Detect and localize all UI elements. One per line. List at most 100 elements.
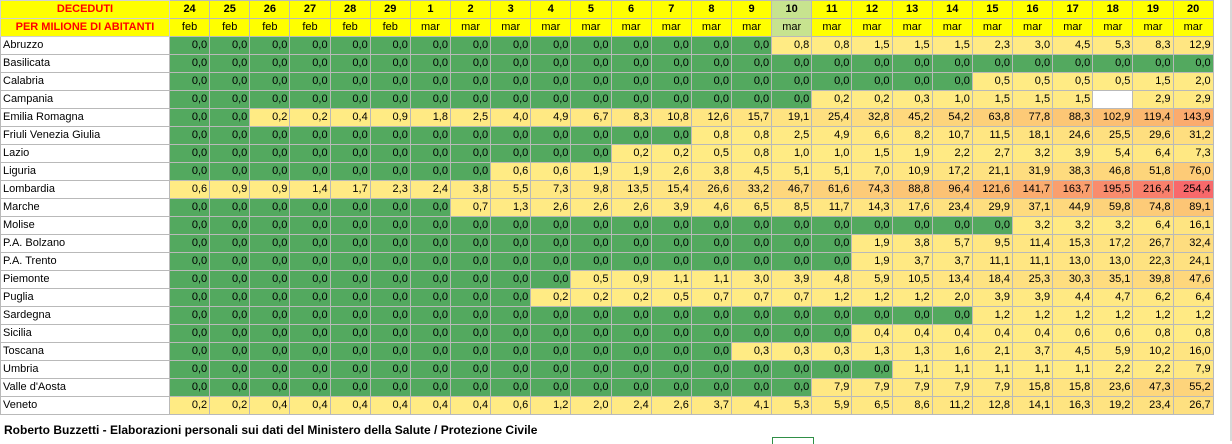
value-cell[interactable]: 0,0 [730,306,773,325]
value-cell[interactable]: 7,9 [971,378,1013,397]
value-cell[interactable]: 0,0 [730,360,773,379]
column-month-header[interactable]: feb [289,18,331,37]
value-cell[interactable]: 0,0 [409,288,451,307]
value-cell[interactable]: 0,0 [449,288,492,307]
value-cell[interactable]: 0,0 [409,216,451,235]
value-cell[interactable]: 0,0 [851,360,893,379]
value-cell[interactable]: 0,5 [690,144,732,163]
value-cell[interactable]: 4,5 [730,162,773,181]
value-cell[interactable]: 0,0 [530,234,572,253]
value-cell[interactable]: 0,0 [610,54,652,73]
value-cell[interactable]: 0,0 [209,342,251,361]
value-cell[interactable]: 0,0 [570,324,612,343]
value-cell[interactable]: 5,7 [931,234,973,253]
value-cell[interactable]: 0,0 [329,270,371,289]
value-cell[interactable]: 0,7 [730,288,773,307]
value-cell[interactable]: 5,3 [1092,36,1134,55]
column-month-header[interactable]: feb [249,18,291,37]
value-cell[interactable]: 0,0 [891,306,933,325]
value-cell[interactable]: 143,9 [1172,108,1214,127]
value-cell[interactable]: 4,7 [1092,288,1134,307]
value-cell[interactable]: 2,0 [1172,72,1214,91]
value-cell[interactable]: 0,0 [329,216,371,235]
value-cell[interactable]: 59,8 [1092,198,1134,217]
column-day-header[interactable]: 25 [209,0,251,19]
value-cell[interactable]: 13,0 [1052,252,1094,271]
value-cell[interactable]: 0,2 [289,108,331,127]
value-cell[interactable]: 0,0 [369,126,411,145]
value-cell[interactable]: 1,3 [490,198,532,217]
value-cell[interactable]: 8,5 [771,198,813,217]
value-cell[interactable]: 0,0 [490,378,532,397]
value-cell[interactable]: 0,0 [570,126,612,145]
value-cell[interactable]: 0,0 [369,342,411,361]
value-cell[interactable]: 23,6 [1092,378,1134,397]
value-cell[interactable]: 16,1 [1172,216,1214,235]
value-cell[interactable]: 0,0 [289,36,331,55]
value-cell[interactable]: 0,8 [730,126,773,145]
value-cell[interactable]: 0,0 [931,72,973,91]
value-cell[interactable]: 0,6 [168,180,211,199]
value-cell[interactable]: 7,9 [811,378,853,397]
value-cell[interactable]: 0,0 [168,252,211,271]
value-cell[interactable]: 5,9 [851,270,893,289]
region-name-cell[interactable]: Valle d'Aosta [0,378,170,397]
value-cell[interactable]: 0,0 [1092,54,1134,73]
column-day-header[interactable]: 14 [931,0,973,19]
value-cell[interactable]: 25,3 [1011,270,1054,289]
value-cell[interactable]: 0,0 [369,216,411,235]
value-cell[interactable]: 0,0 [209,54,251,73]
value-cell[interactable]: 0,0 [650,216,692,235]
value-cell[interactable]: 0,0 [449,162,492,181]
value-cell[interactable]: 0,4 [449,396,492,415]
value-cell[interactable]: 0,6 [530,162,572,181]
value-cell[interactable]: 0,0 [168,144,211,163]
value-cell[interactable]: 0,0 [570,36,612,55]
value-cell[interactable]: 1,3 [891,342,933,361]
value-cell[interactable]: 0,0 [209,144,251,163]
value-cell[interactable]: 0,0 [369,90,411,109]
value-cell[interactable]: 4,6 [690,198,732,217]
value-cell[interactable]: 0,0 [610,306,652,325]
column-day-header[interactable]: 15 [971,0,1013,19]
column-day-header[interactable]: 8 [690,0,732,19]
value-cell[interactable]: 0,0 [771,234,813,253]
value-cell[interactable]: 1,2 [1172,306,1214,325]
value-cell[interactable]: 0,0 [369,234,411,253]
value-cell[interactable]: 0,0 [289,252,331,271]
value-cell[interactable]: 0,0 [249,126,291,145]
value-cell[interactable]: 1,5 [1052,90,1094,109]
value-cell[interactable]: 17,2 [931,162,973,181]
value-cell[interactable]: 13,4 [931,270,973,289]
value-cell[interactable]: 0,0 [209,378,251,397]
value-cell[interactable]: 0,0 [209,234,251,253]
value-cell[interactable]: 0,0 [1132,54,1174,73]
value-cell[interactable]: 0,0 [690,360,732,379]
value-cell[interactable]: 0,0 [490,324,532,343]
value-cell[interactable]: 0,0 [289,216,331,235]
value-cell[interactable]: 0,0 [730,378,773,397]
value-cell[interactable]: 0,8 [811,36,853,55]
region-name-cell[interactable]: Veneto [0,396,170,415]
value-cell[interactable]: 254,4 [1172,180,1214,199]
value-cell[interactable]: 5,3 [771,396,813,415]
value-cell[interactable]: 0,0 [771,54,813,73]
value-cell[interactable]: 0,0 [168,90,211,109]
value-cell[interactable]: 0,0 [570,360,612,379]
value-cell[interactable]: 141,7 [1011,180,1054,199]
value-cell[interactable]: 0,0 [851,72,893,91]
value-cell[interactable]: 1,2 [1052,306,1094,325]
value-cell[interactable]: 1,1 [690,270,732,289]
value-cell[interactable]: 1,0 [771,144,813,163]
value-cell[interactable]: 11,1 [971,252,1013,271]
region-name-cell[interactable]: Basilicata [0,54,170,73]
value-cell[interactable]: 0,4 [891,324,933,343]
value-cell[interactable]: 0,4 [409,396,451,415]
value-cell[interactable]: 4,5 [1052,36,1094,55]
region-name-cell[interactable]: P.A. Bolzano [0,234,170,253]
value-cell[interactable]: 0,0 [249,234,291,253]
column-month-header[interactable]: mar [1172,18,1214,37]
column-month-header[interactable]: mar [771,18,813,37]
value-cell[interactable]: 0,0 [209,90,251,109]
value-cell[interactable]: 46,7 [771,180,813,199]
